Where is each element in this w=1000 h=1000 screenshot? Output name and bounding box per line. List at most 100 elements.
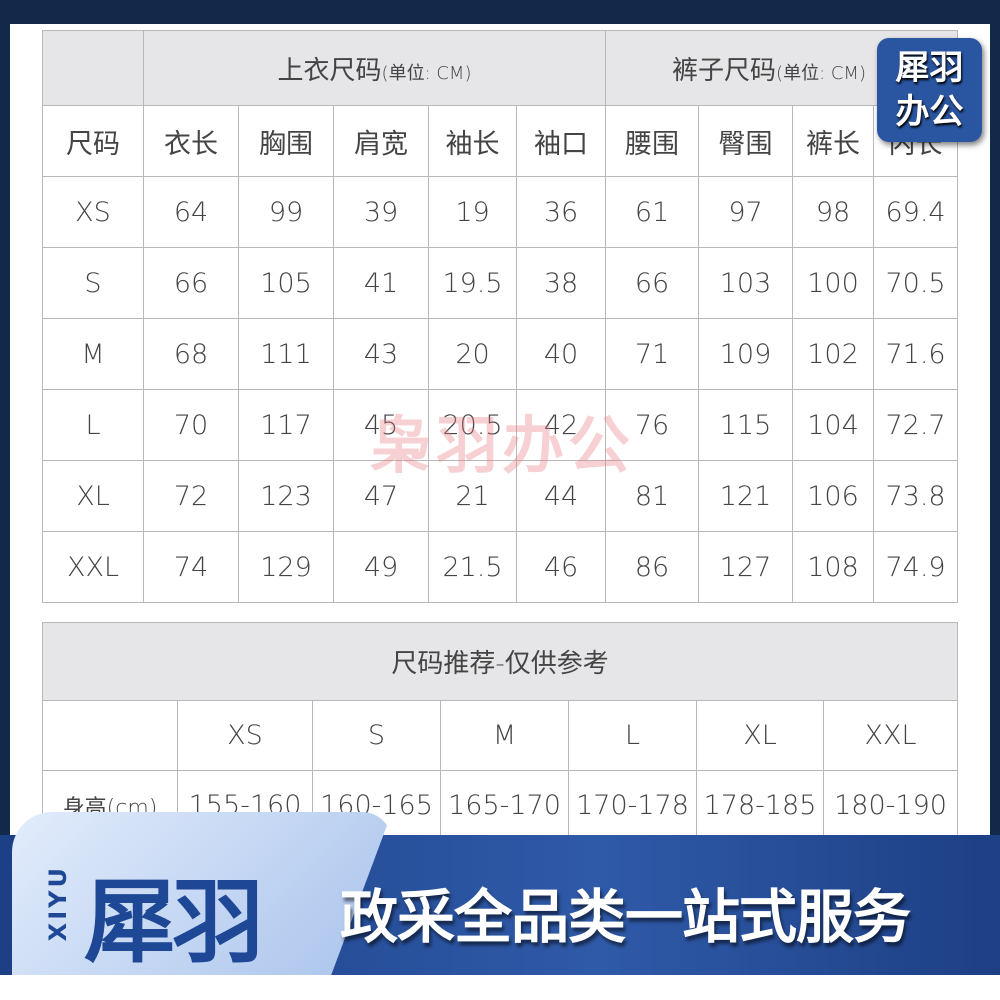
- height-cell: 170-178: [568, 770, 697, 841]
- table-cell: XXL: [42, 531, 144, 603]
- top-size-title: 上衣尺码: [277, 55, 382, 86]
- table-row: L 70 117 45 20.5 42 76 115 104 72.7: [42, 389, 959, 461]
- table-cell: 40: [515, 318, 607, 390]
- table-cell: 72.7: [873, 389, 959, 461]
- table-cell: 71.6: [873, 318, 959, 390]
- table-cell: 39: [333, 176, 429, 248]
- column-header: 胸围: [238, 105, 334, 177]
- column-header: 袖长: [428, 105, 517, 177]
- height-cell: 180-190: [822, 770, 959, 841]
- table-cell: XL: [42, 460, 144, 532]
- size-cell: XXL: [822, 700, 959, 771]
- brand-latin: XIYU: [44, 865, 72, 942]
- table-cell: 127: [698, 531, 794, 603]
- table-cell: 103: [698, 247, 794, 319]
- table-cell: 20: [428, 318, 517, 390]
- table-cell: 71: [605, 318, 700, 390]
- table-row: M 68 111 43 20 40 71 109 102 71.6: [42, 318, 959, 390]
- table-row: XS 64 99 39 19 36 61 97 98 69.4: [42, 176, 959, 248]
- table-cell: 47: [333, 460, 429, 532]
- size-table: 上衣尺码(单位: CM) 裤子尺码(单位: CM) 尺码 衣长 胸围 肩宽 袖长 袖口 腰围…: [42, 30, 959, 603]
- banner-ribbon: [12, 812, 392, 975]
- table-cell: 19: [428, 176, 517, 248]
- size-cell: M: [440, 700, 569, 771]
- banner-slogan: 政采全品类一站式服务: [340, 883, 911, 951]
- table-cell: L: [42, 389, 144, 461]
- column-header: 腰围: [605, 105, 700, 177]
- table-cell: 98: [792, 176, 875, 248]
- table-cell: 70.5: [873, 247, 959, 319]
- top-size-header: 上衣尺码(单位: CM): [142, 30, 607, 106]
- height-cell: 178-185: [696, 770, 824, 841]
- table-cell: 61: [605, 176, 700, 248]
- size-cell: S: [312, 700, 441, 771]
- table-cell: 117: [238, 389, 334, 461]
- column-header: 肩宽: [333, 105, 429, 177]
- brand-badge: 犀羽 办公: [877, 38, 982, 142]
- table-row: XL 72 123 47 21 44 81 121 106 73.8: [42, 460, 959, 532]
- table-cell: 74: [143, 531, 239, 603]
- table-cell: XS: [42, 176, 144, 248]
- badge-line-2: 办公: [895, 92, 964, 132]
- corner-cell: [42, 30, 144, 106]
- recommend-table: 尺码推荐-仅供参考 XS S M L XL XXL 身高(cm) 155-160 160-16…: [41, 622, 959, 841]
- size-cell: L: [568, 700, 697, 771]
- table-cell: 99: [238, 176, 334, 248]
- table-cell: 111: [238, 318, 334, 390]
- table-cell: 129: [238, 531, 334, 603]
- table-cell: 73.8: [873, 460, 959, 532]
- table-cell: 86: [605, 531, 700, 603]
- table-cell: 66: [605, 247, 700, 319]
- table-cell: 64: [143, 176, 239, 248]
- recommend-title: 尺码推荐-仅供参考: [41, 622, 959, 701]
- table-cell: 49: [333, 531, 429, 603]
- table-cell: 76: [605, 389, 700, 461]
- table-cell: 97: [698, 176, 794, 248]
- table-cell: 108: [792, 531, 875, 603]
- column-header: 尺码: [42, 105, 144, 177]
- table-cell: 109: [698, 318, 794, 390]
- bottom-margin: [0, 975, 1000, 1000]
- table-cell: 121: [698, 460, 794, 532]
- column-header-row: 尺码 衣长 胸围 肩宽 袖长 袖口 腰围 臀围 裤长 内长: [42, 105, 959, 177]
- column-header: 臀围: [698, 105, 794, 177]
- table-cell: 70: [143, 389, 239, 461]
- height-cell: 165-170: [440, 770, 569, 841]
- top-size-unit: (单位: CM): [381, 62, 472, 84]
- column-header: 衣长: [143, 105, 239, 177]
- table-cell: 21.5: [428, 531, 517, 603]
- table-cell: M: [42, 318, 144, 390]
- table-cell: 36: [515, 176, 607, 248]
- size-cell: XL: [696, 700, 824, 771]
- badge-line-1: 犀羽: [895, 48, 964, 88]
- table-cell: 38: [515, 247, 607, 319]
- table-cell: 115: [698, 389, 794, 461]
- table-cell: 123: [238, 460, 334, 532]
- brand-logo: 犀羽: [84, 869, 264, 976]
- table-cell: 106: [792, 460, 875, 532]
- size-table-group-header: 上衣尺码(单位: CM) 裤子尺码(单位: CM): [42, 30, 959, 106]
- pants-size-title: 裤子尺码: [672, 55, 777, 86]
- table-cell: 19.5: [428, 247, 517, 319]
- column-header: 袖口: [515, 105, 607, 177]
- table-cell: 104: [792, 389, 875, 461]
- table-cell: 105: [238, 247, 334, 319]
- column-header: 裤长: [792, 105, 875, 177]
- table-cell: 102: [792, 318, 875, 390]
- table-cell: 100: [792, 247, 875, 319]
- pants-size-unit: (单位: CM): [776, 62, 866, 84]
- watermark: 枭羽办公: [370, 409, 635, 482]
- table-cell: 46: [515, 531, 607, 603]
- blank-cell: [42, 700, 178, 771]
- table-cell: 21: [428, 460, 517, 532]
- size-cell: XS: [177, 700, 313, 771]
- table-cell: 66: [143, 247, 239, 319]
- table-cell: 42: [515, 389, 607, 461]
- table-cell: 41: [333, 247, 429, 319]
- table-cell: 44: [515, 460, 607, 532]
- recommend-size-row: XS S M L XL XXL: [42, 700, 959, 771]
- table-cell: 43: [333, 318, 429, 390]
- table-cell: 20.5: [428, 389, 517, 461]
- table-row: XXL 74 129 49 21.5 46 86 127 108 74.9: [42, 531, 959, 603]
- table-cell: 74.9: [873, 531, 959, 603]
